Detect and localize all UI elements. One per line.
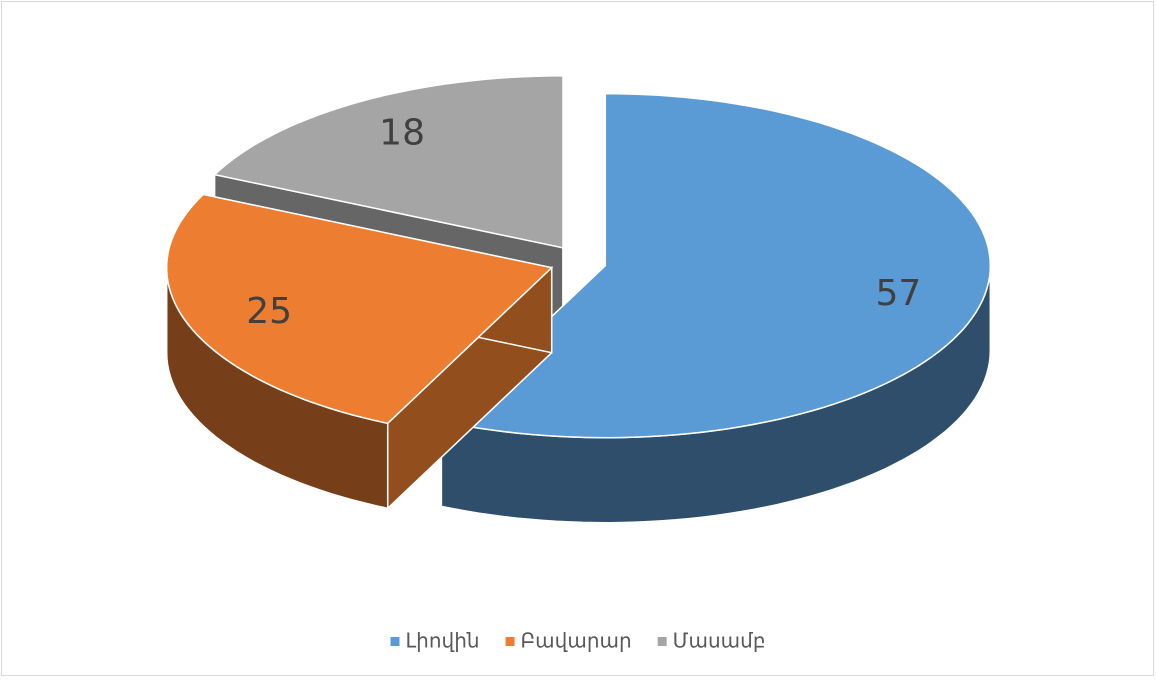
- legend-label: Մասամբ: [673, 629, 766, 653]
- data-label: 18: [379, 113, 425, 154]
- data-label: 57: [875, 273, 921, 314]
- legend-marker: [505, 637, 515, 646]
- slice: [212, 75, 564, 249]
- legend-marker: [657, 637, 667, 646]
- legend-label: Բավարար: [521, 629, 632, 653]
- legend: Լիովին Բավարար Մասամբ: [390, 629, 766, 653]
- data-label: 25: [246, 291, 292, 332]
- legend-marker: [390, 637, 400, 646]
- slice: [439, 92, 992, 439]
- legend-label: Լիովին: [406, 629, 480, 653]
- slice: [165, 193, 554, 425]
